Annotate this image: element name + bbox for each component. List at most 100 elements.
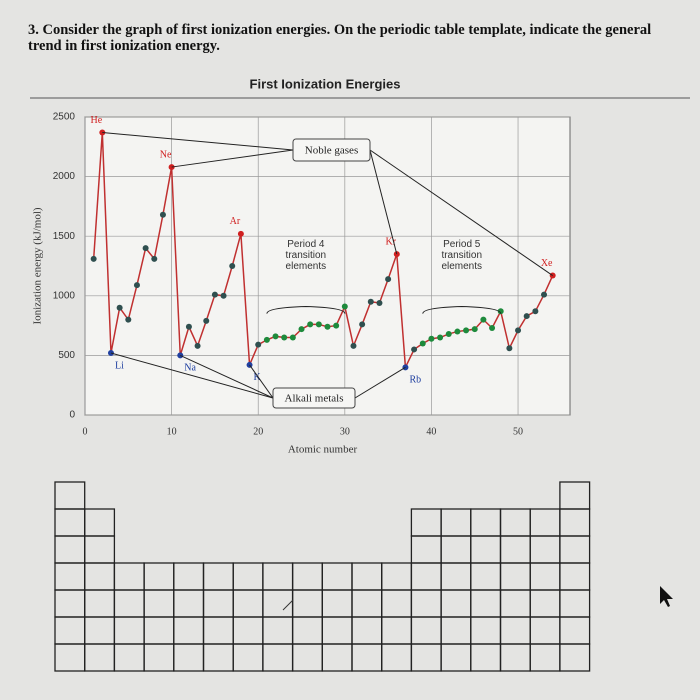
- callout-line: [249, 364, 274, 399]
- data-point: [523, 313, 530, 320]
- table-cell: [410, 589, 442, 618]
- element-label: Rb: [409, 375, 421, 386]
- table-cell: [440, 508, 472, 537]
- callout-line: [102, 131, 294, 151]
- table-cell: [54, 562, 86, 591]
- table-cell: [470, 616, 502, 645]
- table-cell: [529, 535, 561, 564]
- table-cell: [54, 508, 86, 537]
- callout-line: [171, 149, 294, 168]
- table-cell: [499, 535, 531, 564]
- data-point: [255, 341, 262, 348]
- table-cell: [351, 562, 383, 591]
- callout-text: Alkali metals: [285, 393, 344, 405]
- table-cell: [84, 589, 116, 618]
- data-point: [185, 323, 192, 330]
- table-cell: [499, 589, 531, 618]
- table-cell: [559, 481, 591, 510]
- table-cell: [173, 589, 205, 618]
- data-point: [307, 321, 314, 328]
- x-tick-label: 40: [426, 426, 436, 437]
- table-cell: [470, 508, 502, 537]
- data-point: [445, 330, 452, 337]
- data-point: [272, 333, 279, 340]
- data-point: [324, 323, 331, 330]
- data-point: [463, 327, 470, 334]
- table-cell: [559, 589, 591, 618]
- element-label: Xe: [541, 258, 553, 269]
- table-cell: [84, 616, 116, 645]
- table-cell: [559, 562, 591, 591]
- data-point: [237, 230, 244, 237]
- table-cell: [84, 535, 116, 564]
- data-point: [497, 308, 504, 315]
- element-label: Ar: [230, 216, 241, 227]
- data-point: [471, 326, 478, 333]
- element-label: Kr: [386, 236, 397, 247]
- table-cell: [54, 535, 86, 564]
- x-axis-label: Atomic number: [288, 444, 358, 456]
- table-cell: [232, 643, 264, 672]
- data-point: [142, 245, 149, 252]
- table-cell: [529, 562, 561, 591]
- table-cell: [351, 589, 383, 618]
- data-point: [289, 334, 296, 341]
- table-cell: [54, 616, 86, 645]
- table-cell: [113, 643, 145, 672]
- table-cell: [173, 643, 205, 672]
- data-point: [203, 317, 210, 324]
- data-point: [428, 335, 435, 342]
- table-cell: [499, 562, 531, 591]
- callout-line: [110, 352, 274, 399]
- data-point: [333, 322, 340, 329]
- element-label: He: [90, 115, 102, 126]
- table-cell: [173, 562, 205, 591]
- table-cell: [84, 508, 116, 537]
- callout-box: [292, 138, 371, 162]
- table-cell: [54, 589, 86, 618]
- element-label: Ne: [160, 149, 172, 160]
- x-tick-label: 10: [167, 426, 177, 437]
- table-cell: [84, 562, 116, 591]
- y-tick-label: 2500: [53, 112, 76, 123]
- table-cell: [529, 643, 561, 672]
- data-point: [532, 308, 539, 315]
- cursor: [660, 586, 673, 607]
- table-cell: [440, 616, 472, 645]
- table-cell: [410, 562, 442, 591]
- table-cell: [410, 643, 442, 672]
- data-point: [454, 328, 461, 335]
- data-point: [133, 282, 140, 289]
- table-cell: [559, 643, 591, 672]
- data-point: [489, 324, 496, 331]
- table-cell: [262, 562, 294, 591]
- data-point: [315, 321, 322, 328]
- table-cell: [410, 508, 442, 537]
- table-cell: [291, 616, 323, 645]
- table-cell: [202, 562, 234, 591]
- y-axis-label: Ionization energy (kJ/mol): [32, 207, 44, 324]
- x-tick-label: 0: [83, 426, 88, 437]
- x-tick-label: 20: [253, 426, 263, 437]
- table-cell: [232, 562, 264, 591]
- table-cell: [470, 589, 502, 618]
- callout-line: [369, 149, 553, 276]
- table-cell: [499, 616, 531, 645]
- bracket: [422, 306, 502, 314]
- data-point: [194, 342, 201, 349]
- data-point: [159, 211, 166, 218]
- bracket: [266, 306, 346, 314]
- data-point: [367, 298, 374, 305]
- data-point: [263, 336, 270, 343]
- table-cell: [381, 616, 413, 645]
- group-note: Period 5 transition elements: [441, 238, 483, 272]
- table-cell: [262, 616, 294, 645]
- table-cell: [321, 616, 353, 645]
- element-label: K: [254, 372, 262, 383]
- element-label: Li: [115, 360, 124, 371]
- data-point: [151, 255, 158, 262]
- table-cell: [410, 535, 442, 564]
- table-cell: [262, 589, 294, 618]
- data-point: [220, 292, 227, 299]
